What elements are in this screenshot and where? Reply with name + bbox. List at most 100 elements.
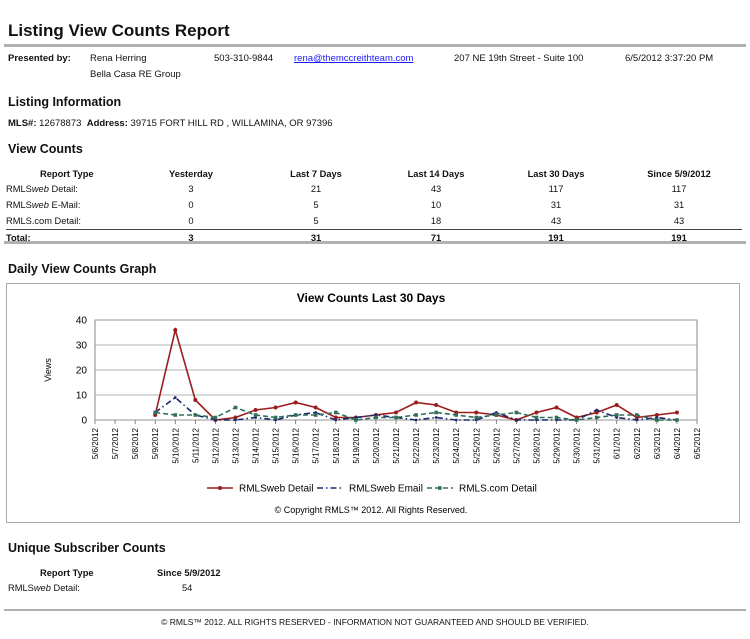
- data-point: [233, 415, 238, 420]
- cell-value: 0: [188, 200, 194, 210]
- y-tick-label: 20: [76, 366, 88, 377]
- col-header-last-30: Last 30 Days: [527, 168, 585, 179]
- data-point: [173, 413, 178, 417]
- cell-value: 10: [430, 200, 442, 210]
- data-point: [454, 413, 458, 417]
- counts-rule: [4, 241, 746, 244]
- data-point: [333, 415, 338, 420]
- x-tick-label: 5/7/2012: [111, 427, 120, 459]
- legend-marker: [438, 486, 442, 490]
- data-point: [414, 400, 419, 405]
- data-point: [414, 413, 418, 417]
- x-tick-label: 5/29/2012: [553, 427, 562, 463]
- data-point: [675, 418, 679, 422]
- col-header-yesterday: Yesterday: [169, 168, 213, 179]
- cell-value: 5: [313, 216, 319, 226]
- data-point: [253, 408, 258, 412]
- x-tick-label: 5/31/2012: [593, 427, 602, 463]
- mls-label: MLS#:: [8, 118, 37, 129]
- data-point: [635, 413, 639, 417]
- report-datetime: 6/5/2012 3:37:20 PM: [625, 53, 714, 64]
- table-row: RMLS.com Detail: 0 5 18 43 43: [6, 213, 742, 230]
- x-tick-label: 5/21/2012: [392, 427, 401, 463]
- data-point: [394, 410, 398, 415]
- view-counts-header-row: Report Type Yesterday Last 7 Days Last 1…: [6, 166, 742, 181]
- data-point: [534, 410, 539, 415]
- data-point: [394, 415, 398, 420]
- x-tick-label: 5/17/2012: [312, 427, 321, 463]
- x-tick-label: 5/26/2012: [492, 427, 501, 463]
- data-point: [474, 410, 479, 415]
- x-tick-label: 5/12/2012: [211, 427, 220, 463]
- x-tick-label: 5/6/2012: [91, 427, 100, 459]
- x-tick-label: 5/15/2012: [272, 427, 281, 463]
- y-axis-label: Views: [43, 358, 53, 382]
- data-point: [655, 418, 659, 422]
- data-point: [434, 416, 438, 419]
- data-point: [535, 418, 538, 422]
- data-point: [594, 410, 599, 415]
- data-point: [674, 410, 679, 415]
- data-point: [614, 413, 619, 417]
- data-point: [214, 418, 217, 422]
- data-point: [514, 410, 519, 415]
- data-point: [515, 418, 518, 422]
- data-point: [274, 418, 277, 422]
- data-point: [354, 418, 358, 422]
- data-point: [173, 396, 177, 399]
- cell-value: 31: [673, 200, 685, 210]
- y-tick-label: 0: [81, 416, 87, 427]
- col-header-last-7: Last 7 Days: [290, 168, 342, 179]
- cell-value: 31: [550, 200, 562, 210]
- table-row: RMLSweb Detail: 3 21 43 117 117: [6, 181, 742, 197]
- cell-value: 5: [313, 200, 319, 210]
- x-tick-label: 5/28/2012: [532, 427, 541, 463]
- x-tick-label: 5/8/2012: [131, 427, 140, 459]
- data-point: [635, 418, 639, 422]
- x-tick-label: 5/11/2012: [191, 427, 200, 463]
- presenter-company: Bella Casa RE Group: [90, 69, 181, 80]
- presenter-office: 207 NE 19th Street - Suite 100: [454, 53, 584, 64]
- data-point: [273, 415, 278, 420]
- data-point: [594, 415, 599, 420]
- listing-info-title: Listing Information: [8, 95, 122, 109]
- daily-views-chart: View Counts Last 30 Days Views 0 10 20 30 40…: [43, 291, 702, 515]
- row-label: RMLSweb Detail:: [6, 184, 78, 194]
- chart-copyright: © Copyright RMLS™ 2012. All Rights Reser…: [275, 505, 468, 515]
- cell-value: 117: [671, 184, 687, 194]
- data-point: [173, 328, 178, 332]
- legend-marker: [218, 486, 222, 490]
- series-line: [154, 326, 677, 421]
- x-tick-label: 5/22/2012: [412, 427, 421, 463]
- col-header-report-type: Report Type: [40, 168, 94, 179]
- cell-value: 43: [550, 216, 562, 226]
- cell-value: 18: [430, 216, 442, 226]
- x-tick-label: 5/25/2012: [472, 427, 481, 463]
- data-point: [414, 418, 418, 422]
- data-point: [595, 408, 599, 412]
- unique-header-since: Since 5/9/2012: [157, 568, 221, 578]
- data-point: [494, 413, 499, 417]
- x-tick-label: 6/4/2012: [673, 427, 682, 459]
- data-point: [454, 418, 458, 422]
- data-point: [434, 410, 438, 415]
- presented-by-label: Presented by:: [8, 53, 71, 64]
- data-point: [293, 400, 298, 405]
- data-point: [313, 405, 318, 410]
- data-point: [554, 405, 559, 410]
- presenter-email-link[interactable]: rena@themccreithteam.com: [294, 53, 414, 64]
- presenter-name: Rena Herring: [90, 53, 147, 64]
- col-header-last-14: Last 14 Days: [407, 168, 465, 179]
- data-point: [334, 410, 338, 415]
- data-point: [434, 403, 439, 407]
- data-point: [574, 418, 579, 422]
- chart-legend: RMLSweb Detail RMLSweb Email RMLS.com Deta…: [207, 484, 537, 495]
- chart-grid: [94, 319, 698, 424]
- legend-label: RMLSweb Email: [349, 484, 423, 495]
- x-tick-label: 6/5/2012: [693, 427, 702, 459]
- row-label: RMLSweb E-Mail:: [6, 200, 81, 210]
- graph-section-title: Daily View Counts Graph: [8, 262, 157, 276]
- series-lines: [153, 326, 679, 422]
- footer-disclaimer: © RMLS™ 2012. ALL RIGHTS RESERVED - INFO…: [161, 617, 589, 627]
- x-tick-label: 5/23/2012: [432, 427, 441, 463]
